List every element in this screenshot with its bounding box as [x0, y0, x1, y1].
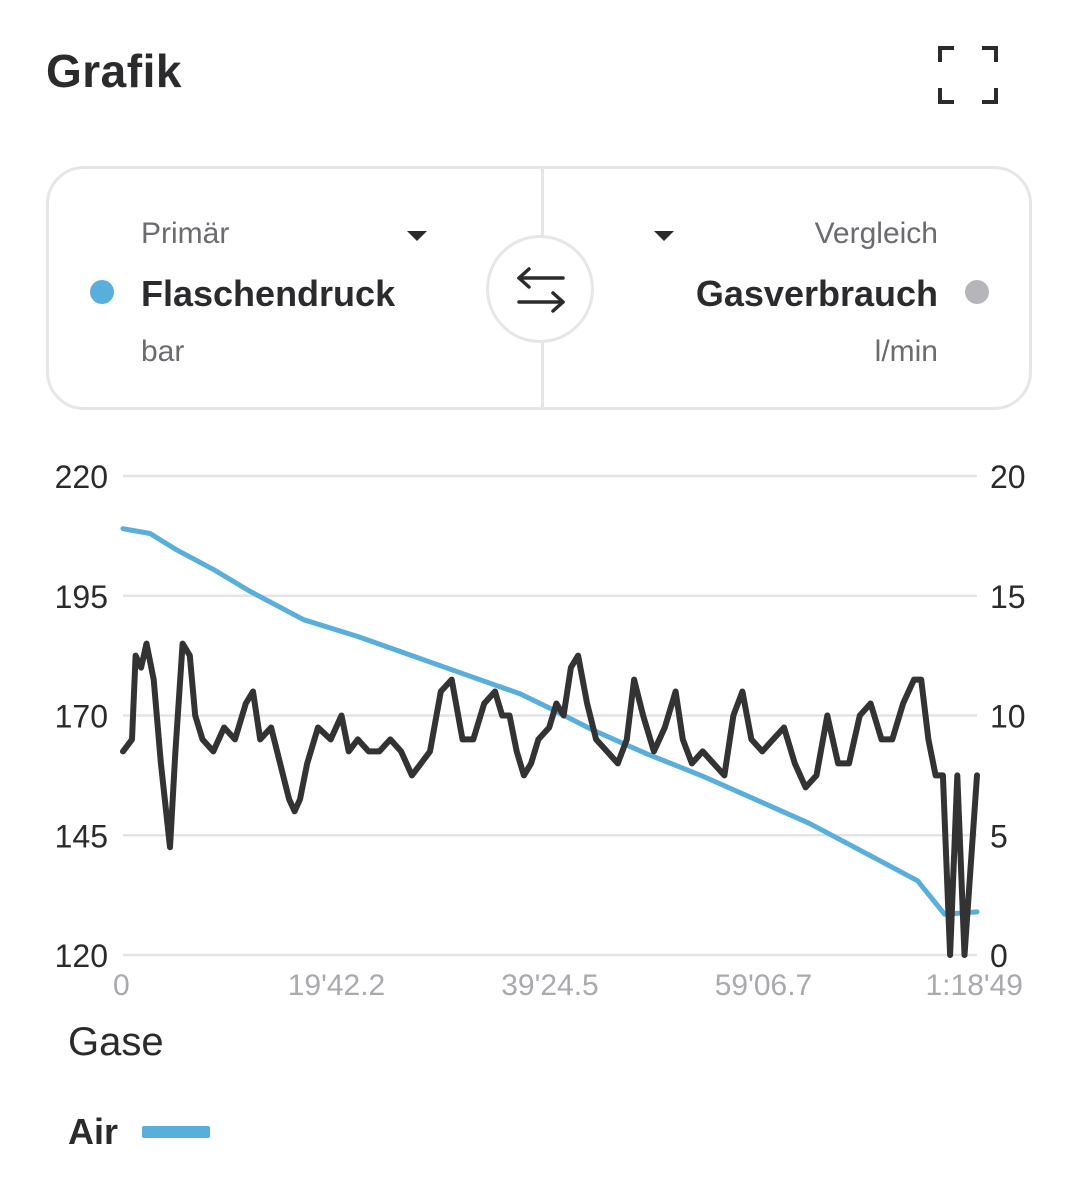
- y-left-tick-label: 195: [55, 579, 108, 615]
- x-tick-label: 0: [113, 969, 130, 1002]
- primary-unit: bar: [141, 335, 185, 368]
- swap-metrics-button[interactable]: [486, 235, 594, 343]
- swap-arrows-icon: [517, 267, 565, 313]
- compare-unit: l/min: [874, 335, 938, 368]
- fullscreen-icon: [938, 46, 998, 104]
- y-left-tick-label: 170: [55, 699, 108, 735]
- dive-chart[interactable]: 220 20 195 15 170 10 145 5 120 0 0 19'42.2 39'24.5 59…: [0, 440, 1080, 1010]
- y-right-tick-label: 10: [990, 699, 1026, 735]
- series-line-flaschendruck: [120, 526, 980, 917]
- primary-caption: Primär: [141, 217, 230, 250]
- y-right-tick-label: 0: [990, 938, 1008, 974]
- compare-color-dot: [965, 280, 989, 304]
- x-tick-label: 19'42.2: [288, 969, 386, 1002]
- gases-section-title: Gase: [68, 1020, 164, 1064]
- primary-metric-selector[interactable]: Primär Flaschendruck bar: [49, 169, 539, 407]
- y-right-tick-label: 5: [990, 818, 1008, 854]
- compare-caption: Vergleich: [814, 217, 938, 250]
- chevron-down-icon: [407, 231, 427, 241]
- x-tick-label: 1:18'49: [926, 969, 1024, 1002]
- primary-metric-name: Flaschendruck: [141, 273, 396, 314]
- compare-metric-selector[interactable]: Vergleich Gasverbrauch l/min: [545, 169, 1029, 407]
- x-tick-label: 59'06.7: [715, 969, 813, 1002]
- y-left-tick-label: 220: [55, 459, 108, 495]
- gas-color-swatch: [142, 1126, 211, 1138]
- series-line-gasverbrauch: [120, 640, 980, 958]
- y-left-tick-label: 120: [55, 938, 108, 974]
- primary-color-dot: [90, 280, 114, 304]
- gas-legend-item: Air: [68, 1108, 211, 1156]
- y-right-tick-label: 20: [990, 459, 1026, 495]
- compare-metric-name: Gasverbrauch: [695, 273, 938, 314]
- y-left-tick-label: 145: [55, 818, 108, 854]
- page-title: Grafik: [46, 45, 182, 97]
- chevron-down-icon: [654, 231, 674, 241]
- gas-label: Air: [68, 1111, 119, 1152]
- x-tick-label: 39'24.5: [501, 969, 599, 1002]
- metric-selector-card: Primär Flaschendruck bar Vergleich Gasve…: [46, 166, 1032, 410]
- fullscreen-button[interactable]: [928, 36, 1008, 114]
- y-right-tick-label: 15: [990, 579, 1026, 615]
